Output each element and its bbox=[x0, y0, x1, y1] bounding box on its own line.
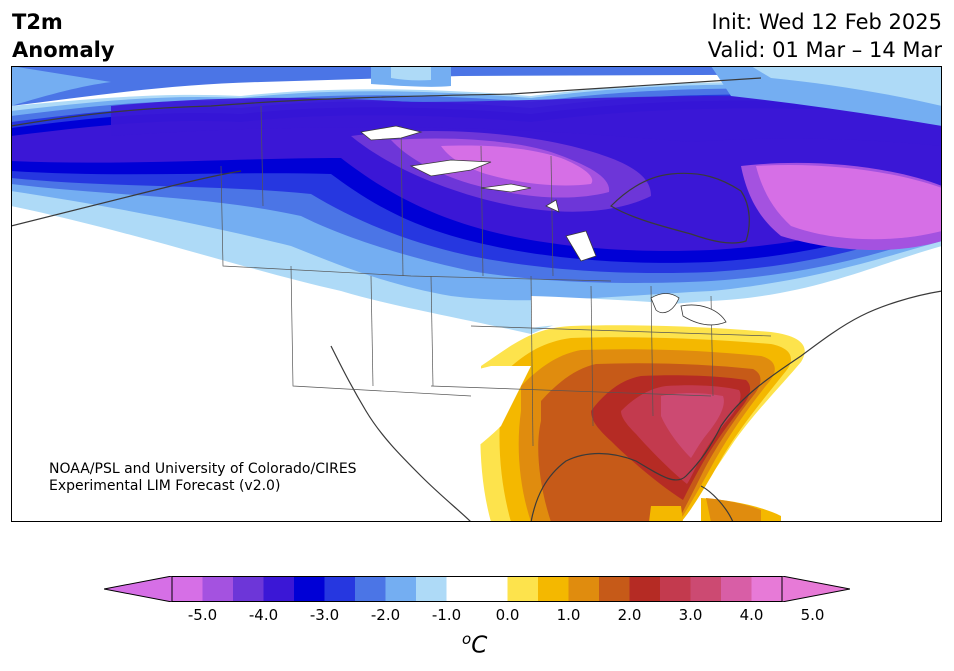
colorbar-tick-label: 2.0 bbox=[617, 606, 642, 624]
colorbar-segment bbox=[538, 576, 569, 602]
colorbar bbox=[103, 575, 851, 603]
map-canvas bbox=[11, 66, 942, 522]
colorbar-segment bbox=[294, 576, 325, 602]
colorbar-segment bbox=[324, 576, 356, 602]
colorbar-ticks: -5.0 -4.0 -3.0 -2.0 -1.0 0.0 1.0 2.0 3.0 4.0 5.0 bbox=[0, 606, 954, 626]
colorbar-segment bbox=[660, 576, 691, 602]
colorbar-segment bbox=[172, 576, 203, 602]
coastlines bbox=[11, 77, 942, 522]
colorbar-segment bbox=[629, 576, 661, 602]
colorbar-tick-label: 5.0 bbox=[800, 606, 825, 624]
colorbar-segment bbox=[690, 576, 722, 602]
colorbar-tick-label: -5.0 bbox=[187, 606, 218, 624]
lakes bbox=[360, 125, 727, 326]
colorbar-over-arrow bbox=[781, 575, 851, 603]
colorbar-segment bbox=[568, 576, 600, 602]
unit-letter: C bbox=[471, 632, 488, 659]
init-date: Init: Wed 12 Feb 2025 bbox=[711, 10, 942, 34]
colorbar-segment bbox=[355, 576, 386, 602]
colorbar-segment bbox=[416, 576, 447, 602]
colorbar-tick-label: 0.0 bbox=[495, 606, 520, 624]
forecast-dates: Init: Wed 12 Feb 2025 Valid: 01 Mar – 14… bbox=[708, 8, 942, 64]
colorbar-segment bbox=[751, 576, 783, 602]
colorbar-tick-label: -2.0 bbox=[370, 606, 401, 624]
credit-line-2: Experimental LIM Forecast (v2.0) bbox=[49, 478, 281, 494]
colorbar-tick-label: 1.0 bbox=[556, 606, 581, 624]
colorbar-segment bbox=[446, 576, 478, 602]
colorbar-graphic bbox=[103, 575, 851, 603]
colorbar-segment bbox=[263, 576, 295, 602]
colorbar-tick-label: 4.0 bbox=[739, 606, 764, 624]
anomaly-map bbox=[11, 66, 942, 522]
title-line-1: T2m bbox=[12, 10, 63, 34]
neutral-region bbox=[341, 296, 801, 522]
colorbar-tick-label: -1.0 bbox=[431, 606, 462, 624]
colorbar-segment bbox=[507, 576, 539, 602]
colorbar-segment bbox=[599, 576, 630, 602]
colorbar-segment bbox=[721, 576, 752, 602]
cold-anomaly-region bbox=[11, 66, 942, 334]
colorbar-tick-label: 3.0 bbox=[678, 606, 703, 624]
unit-degree-symbol: o bbox=[462, 630, 472, 648]
title-line-2: Anomaly bbox=[12, 38, 115, 62]
colorbar-segment bbox=[202, 576, 234, 602]
colorbar-segment bbox=[233, 576, 264, 602]
credit-line-1: NOAA/PSL and University of Colorado/CIRE… bbox=[49, 461, 357, 477]
credit-text: NOAA/PSL and University of Colorado/CIRE… bbox=[49, 461, 357, 495]
colorbar-outline bbox=[171, 576, 783, 602]
map-title: T2m Anomaly bbox=[12, 8, 115, 64]
map-border bbox=[11, 66, 942, 522]
colorbar-tick-label: -3.0 bbox=[309, 606, 340, 624]
political-borders bbox=[220, 105, 772, 447]
colorbar-segment bbox=[385, 576, 417, 602]
valid-period: Valid: 01 Mar – 14 Mar bbox=[707, 38, 942, 62]
warm-anomaly-region bbox=[480, 325, 805, 522]
colorbar-unit: oC bbox=[462, 630, 487, 659]
colorbar-segment bbox=[477, 576, 508, 602]
colorbar-tick-label: -4.0 bbox=[248, 606, 279, 624]
colorbar-under-arrow bbox=[103, 575, 173, 603]
